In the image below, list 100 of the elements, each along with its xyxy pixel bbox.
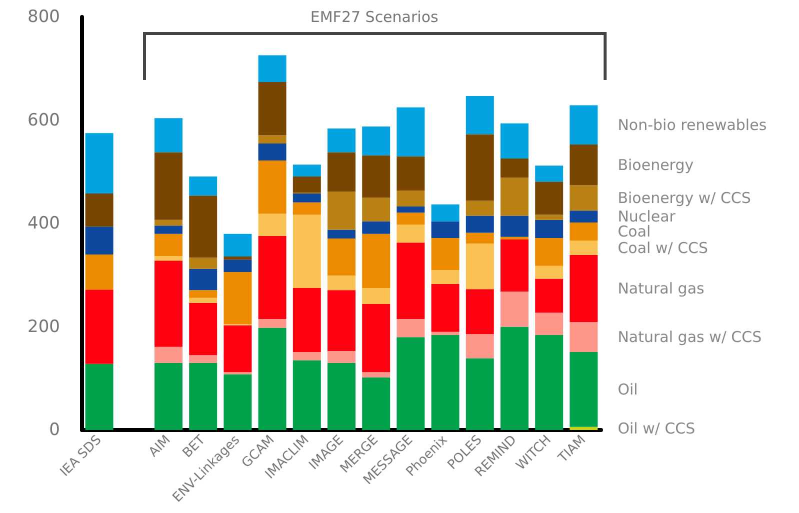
bar (500, 178, 528, 216)
bar (189, 258, 218, 269)
bar (292, 214, 321, 288)
bar (570, 352, 598, 427)
bar (466, 244, 494, 290)
bar (362, 288, 390, 304)
bar (431, 332, 460, 336)
bar (85, 226, 114, 254)
y-tick-label: 200 (28, 316, 60, 337)
bar (328, 290, 356, 352)
bar (154, 152, 182, 220)
bar (85, 290, 114, 364)
bar (189, 290, 218, 298)
bar (258, 135, 286, 144)
bar (258, 319, 286, 328)
bar (535, 278, 564, 313)
bar (396, 107, 425, 156)
bar (535, 335, 564, 430)
bar (154, 362, 182, 430)
bar (570, 240, 598, 255)
bar (500, 326, 528, 430)
bar (258, 328, 286, 430)
series-label: Oil (618, 380, 638, 398)
series-label: Natural gas (618, 280, 705, 298)
bar (258, 236, 286, 320)
bar (570, 105, 598, 145)
series-label: Bioenergy (618, 156, 694, 174)
bar (431, 238, 460, 270)
bar (154, 234, 182, 256)
y-tick-label: 0 (49, 420, 60, 440)
series-label: Bioenergy w/ CCS (618, 188, 751, 207)
bar (362, 377, 390, 430)
bar (362, 126, 390, 156)
bar (85, 364, 114, 430)
bar (535, 266, 564, 279)
bar (570, 426, 598, 430)
bar (189, 355, 218, 363)
bar (362, 372, 390, 378)
series-label: Natural gas w/ CCS (618, 328, 762, 346)
bar (189, 176, 218, 196)
bar (500, 123, 528, 158)
bar (500, 292, 528, 327)
bar (154, 220, 182, 226)
series-label: Non-bio renewables (618, 116, 767, 134)
bar (258, 143, 286, 161)
bar (224, 234, 252, 257)
bar (570, 322, 598, 352)
bar (328, 351, 356, 363)
bar (466, 134, 494, 201)
bar (258, 82, 286, 136)
bar (500, 216, 528, 237)
bar (466, 232, 494, 244)
bar (466, 216, 494, 233)
bar (396, 242, 425, 320)
bar (466, 289, 494, 334)
bar (328, 276, 356, 290)
bar (85, 133, 114, 194)
bar (431, 204, 460, 222)
bar (466, 200, 494, 216)
bar (431, 284, 460, 332)
bar (224, 272, 252, 324)
y-tick-label: 600 (28, 110, 60, 130)
bar (362, 221, 390, 234)
bar (500, 240, 528, 292)
bar (362, 234, 390, 288)
bar (431, 270, 460, 284)
bar (362, 304, 390, 372)
y-tick-label: 800 (28, 7, 60, 27)
bar (396, 337, 425, 430)
bar (396, 156, 425, 190)
bar (189, 303, 218, 356)
bar (154, 118, 182, 152)
bar (292, 352, 321, 360)
bar (328, 191, 356, 230)
bar (535, 238, 564, 266)
bar (292, 176, 321, 193)
bar (224, 260, 252, 272)
bar (85, 254, 114, 290)
bar (189, 298, 218, 304)
bar (535, 166, 564, 182)
bar (154, 346, 182, 363)
bar (258, 214, 286, 236)
bar (500, 158, 528, 178)
bar (431, 335, 460, 430)
bar (224, 374, 252, 430)
bar (292, 164, 321, 177)
bar (85, 194, 114, 227)
bar (189, 196, 218, 258)
bar (328, 152, 356, 192)
bar (328, 230, 356, 238)
bar (535, 312, 564, 336)
bar (396, 212, 425, 225)
bar (328, 128, 356, 152)
bar (258, 55, 286, 82)
bar (362, 198, 390, 222)
bar (570, 210, 598, 222)
bar (189, 362, 218, 430)
bar (535, 214, 564, 220)
bar (292, 360, 321, 430)
bar (189, 268, 218, 290)
